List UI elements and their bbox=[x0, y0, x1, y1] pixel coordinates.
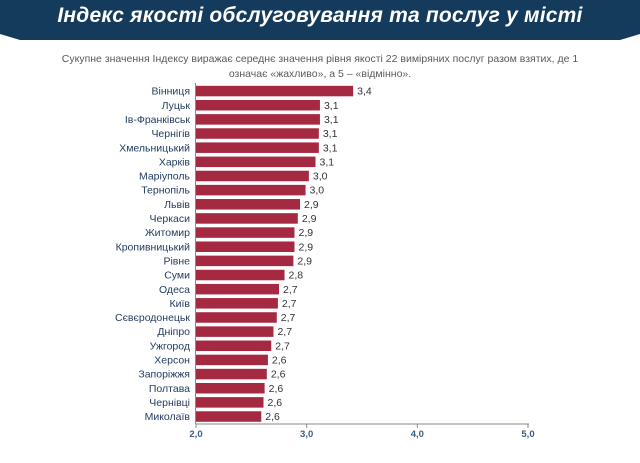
category-label: Чернігів bbox=[151, 128, 190, 140]
x-tick-label: 2,0 bbox=[189, 429, 202, 440]
bar bbox=[196, 397, 264, 408]
category-label: Миколаїв bbox=[145, 411, 191, 423]
category-label: Полтава bbox=[149, 383, 190, 395]
value-label: 2,9 bbox=[302, 213, 317, 225]
value-label: 2,9 bbox=[297, 255, 312, 267]
value-label: 3,1 bbox=[320, 156, 335, 168]
category-label: Львів bbox=[164, 199, 190, 211]
bar bbox=[196, 354, 268, 366]
bar bbox=[196, 184, 306, 196]
x-tick-label: 3,0 bbox=[300, 429, 313, 440]
bar bbox=[196, 199, 301, 210]
category-label: Сєвєродонецьк bbox=[115, 312, 190, 324]
value-label: 3,1 bbox=[323, 142, 338, 154]
category-label: Маріуполь bbox=[139, 171, 191, 183]
bar bbox=[196, 170, 309, 182]
x-tick-label: 5,0 bbox=[521, 429, 534, 440]
category-label: Хмельницький bbox=[119, 142, 190, 154]
bar bbox=[196, 340, 272, 352]
category-label: Київ bbox=[170, 298, 191, 310]
category-label: Житомир bbox=[145, 227, 190, 239]
value-label: 2,7 bbox=[277, 326, 292, 338]
value-label: 2,6 bbox=[269, 383, 284, 395]
title-banner: Індекс якості обслуговування та послуг у… bbox=[0, 0, 640, 40]
subtitle-line-1: Сукупне значення Індексу виражає середнє… bbox=[61, 53, 579, 65]
x-tick-label: 4,0 bbox=[411, 429, 424, 440]
category-label: Одеса bbox=[159, 284, 190, 296]
category-label: Чернівці bbox=[149, 397, 190, 409]
category-label: Ужгород bbox=[150, 340, 190, 352]
bar bbox=[196, 326, 274, 337]
category-label: Рівне bbox=[163, 255, 190, 267]
bar bbox=[196, 283, 279, 295]
subtitle: Сукупне значення Індексу виражає середнє… bbox=[40, 52, 600, 82]
category-label: Ів-Франківськ bbox=[125, 114, 191, 126]
bar bbox=[196, 255, 294, 267]
bar bbox=[196, 156, 316, 168]
bar bbox=[196, 128, 319, 139]
category-label: Черкаси bbox=[150, 213, 191, 225]
page-title: Індекс якості обслуговування та послуг у… bbox=[57, 4, 583, 27]
value-label: 3,1 bbox=[324, 114, 339, 126]
subtitle-line-2: означає «жахливо», а 5 – «відмінно». bbox=[228, 68, 412, 80]
category-label: Суми bbox=[164, 270, 190, 282]
value-label: 2,9 bbox=[304, 199, 319, 211]
bar bbox=[196, 298, 278, 309]
bar bbox=[196, 269, 285, 281]
value-label: 2,8 bbox=[289, 270, 304, 282]
category-label: Харків bbox=[159, 156, 191, 168]
value-label: 2,7 bbox=[282, 298, 297, 310]
category-label: Херсон bbox=[154, 355, 190, 367]
value-label: 2,9 bbox=[298, 227, 313, 239]
bar bbox=[196, 142, 319, 153]
banner-shape bbox=[0, 0, 640, 40]
category-label: Кропивницький bbox=[116, 241, 191, 253]
value-label: 2,9 bbox=[298, 241, 313, 253]
bar bbox=[196, 99, 320, 111]
bar bbox=[196, 382, 265, 394]
value-label: 3,1 bbox=[323, 128, 338, 140]
bar bbox=[196, 213, 298, 224]
category-label: Тернопіль bbox=[141, 185, 190, 197]
value-label: 3,0 bbox=[310, 185, 325, 197]
category-label: Луцьк bbox=[162, 100, 191, 112]
value-label: 2,6 bbox=[272, 355, 287, 367]
bar bbox=[196, 227, 295, 238]
value-label: 3,4 bbox=[357, 86, 372, 98]
bar bbox=[196, 368, 267, 380]
value-label: 3,1 bbox=[324, 100, 339, 112]
bar bbox=[196, 85, 354, 97]
value-label: 3,0 bbox=[313, 171, 328, 183]
value-label: 2,6 bbox=[271, 369, 286, 381]
bar bbox=[196, 241, 295, 252]
bar bbox=[196, 114, 320, 125]
value-label: 2,6 bbox=[268, 397, 283, 409]
category-label: Вінниця bbox=[152, 86, 191, 98]
category-label: Дніпро bbox=[157, 326, 190, 338]
value-label: 2,7 bbox=[281, 312, 296, 324]
value-label: 2,7 bbox=[275, 340, 290, 352]
category-label: Запоріжжя bbox=[138, 369, 190, 381]
value-label: 2,7 bbox=[283, 284, 298, 296]
bar bbox=[196, 312, 277, 323]
bar bbox=[196, 411, 262, 422]
value-label: 2,6 bbox=[265, 411, 280, 423]
